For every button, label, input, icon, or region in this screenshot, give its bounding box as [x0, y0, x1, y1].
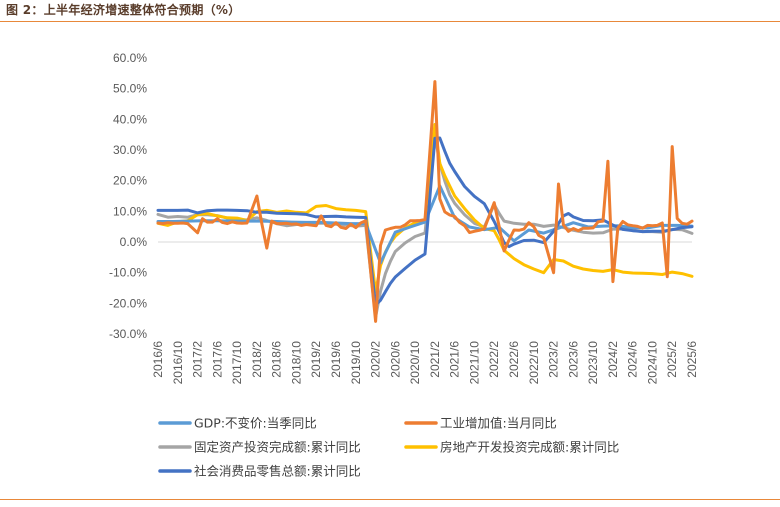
y-tick-label: 30.0%: [113, 143, 147, 157]
x-tick-label: 2024/2: [606, 341, 620, 378]
y-tick-label: -10.0%: [109, 266, 147, 280]
x-tick-label: 2025/2: [665, 341, 679, 378]
bottom-divider: [0, 499, 780, 500]
x-tick-label: 2018/10: [289, 341, 303, 385]
x-tick-label: 2018/2: [250, 341, 264, 378]
x-tick-label: 2024/6: [626, 341, 640, 378]
x-tick-label: 2022/6: [507, 341, 521, 378]
x-tick-label: 2021/6: [448, 341, 462, 378]
legend-label: 社会消费品零售总额:累计同比: [194, 464, 361, 479]
x-tick-label: 2023/6: [566, 341, 580, 378]
x-tick-label: 2016/10: [171, 341, 185, 385]
y-tick-label: 50.0%: [113, 82, 147, 96]
series-line-industry: [156, 80, 694, 323]
x-tick-label: 2022/10: [527, 341, 541, 385]
legend-label: 工业增加值:当月同比: [440, 416, 557, 431]
y-tick-label: 20.0%: [113, 174, 147, 188]
y-tick-label: 40.0%: [113, 112, 147, 126]
legend-label: 固定资产投资完成额:累计同比: [194, 440, 361, 455]
figure-title: 图 2：上半年经济增速整体符合预期（%）: [6, 3, 241, 17]
x-tick-label: 2019/6: [329, 341, 343, 378]
x-tick-label: 2018/6: [270, 341, 284, 378]
x-tick-label: 2024/10: [645, 341, 659, 385]
x-tick-label: 2017/6: [210, 341, 224, 378]
y-tick-label: 10.0%: [113, 204, 147, 218]
y-tick-label: -30.0%: [109, 327, 147, 341]
x-tick-label: 2023/2: [547, 341, 561, 378]
legend-label: GDP:不变价:当季同比: [194, 416, 317, 431]
x-tick-label: 2020/10: [408, 341, 422, 385]
x-tick-label: 2025/6: [685, 341, 699, 378]
x-tick-label: 2017/10: [230, 341, 244, 385]
x-tick-label: 2020/6: [388, 341, 402, 378]
x-tick-label: 2017/2: [191, 341, 205, 378]
x-tick-label: 2021/2: [428, 341, 442, 378]
x-tick-label: 2021/10: [467, 341, 481, 385]
x-tick-label: 2023/10: [586, 341, 600, 385]
y-tick-label: 60.0%: [113, 51, 147, 65]
top-divider: [0, 21, 780, 22]
x-tick-label: 2020/2: [369, 341, 383, 378]
y-tick-label: 0.0%: [120, 235, 148, 249]
x-tick-label: 2016/6: [151, 341, 165, 378]
x-tick-label: 2019/2: [309, 341, 323, 378]
legend-label: 房地产开发投资完成额:累计同比: [440, 440, 619, 455]
x-tick-label: 2019/10: [349, 341, 363, 385]
y-tick-label: -20.0%: [109, 296, 147, 310]
x-tick-label: 2022/2: [487, 341, 501, 378]
